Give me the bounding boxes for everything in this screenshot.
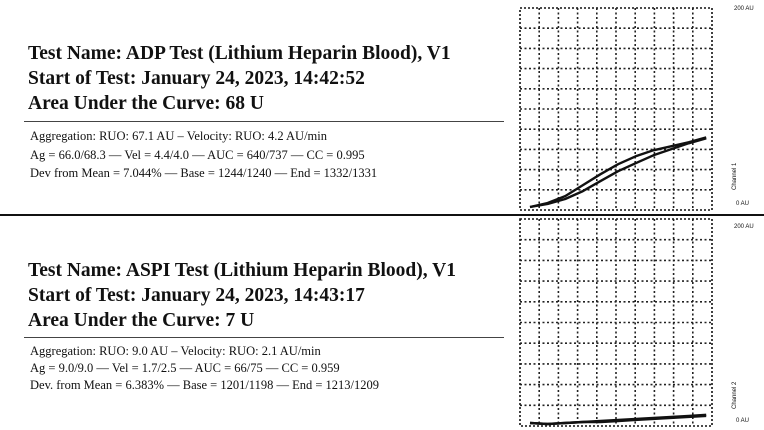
start-label: Start of Test: — [28, 285, 137, 306]
auc-label: Area Under the Curve: — [28, 93, 221, 114]
test-name-value: ASPI Test (Lithium Heparin Blood), V1 — [125, 260, 456, 281]
series-line-trace-b — [529, 137, 707, 209]
test-name-line: Test Name: ASPI Test (Lithium Heparin Bl… — [28, 259, 456, 283]
auc-line: Area Under the Curve: 68 U — [28, 92, 264, 116]
y-bottom-label: 0 AU — [736, 201, 750, 207]
aspi-test-section: Test Name: ASPI Test (Lithium Heparin Bl… — [0, 217, 764, 430]
series-line-trace-b — [529, 414, 707, 426]
start-value: January 24, 2023, 14:43:17 — [141, 285, 365, 306]
detail-rule — [24, 121, 504, 122]
auc-label: Area Under the Curve: — [28, 310, 221, 331]
y-top-label: 200 AU — [734, 6, 754, 12]
auc-value: 68 U — [225, 93, 264, 114]
aggregation-line: Aggregation: RUO: 9.0 AU – Velocity: RUO… — [30, 344, 321, 358]
aggregation-plot-channel-2 — [518, 217, 714, 428]
start-label: Start of Test: — [28, 68, 137, 89]
auc-line: Area Under the Curve: 7 U — [28, 309, 254, 333]
channel-label: Channel 2 — [732, 381, 738, 409]
y-bottom-label: 0 AU — [736, 418, 750, 424]
channel-label: Channel 1 — [732, 162, 738, 190]
start-of-test-line: Start of Test: January 24, 2023, 14:43:1… — [28, 284, 365, 308]
ag-vel-auc-line: Ag = 66.0/68.3 — Vel = 4.4/4.0 — AUC = 6… — [30, 148, 365, 162]
start-of-test-line: Start of Test: January 24, 2023, 14:42:5… — [28, 67, 365, 91]
test-name-label: Test Name: — [28, 43, 123, 64]
adp-test-section: Test Name: ADP Test (Lithium Heparin Blo… — [24, 6, 754, 212]
y-top-label: 200 AU — [734, 224, 754, 230]
test-name-line: Test Name: ADP Test (Lithium Heparin Blo… — [28, 42, 451, 66]
detail-rule — [24, 337, 504, 338]
test-name-value: ADP Test (Lithium Heparin Blood), V1 — [125, 43, 451, 64]
series-line-trace-a — [529, 136, 707, 209]
auc-value: 7 U — [225, 310, 255, 331]
aggregation-line: Aggregation: RUO: 67.1 AU – Velocity: RU… — [30, 129, 327, 143]
dev-base-end-line: Dev from Mean = 7.044% — Base = 1244/124… — [30, 166, 378, 180]
dev-base-end-line: Dev. from Mean = 6.383% — Base = 1201/11… — [30, 378, 379, 392]
aggregation-plot-channel-1 — [518, 6, 714, 212]
section-divider — [0, 214, 764, 216]
plot-svg — [519, 7, 713, 211]
start-value: January 24, 2023, 14:42:52 — [141, 68, 365, 89]
ag-vel-auc-line: Ag = 9.0/9.0 — Vel = 1.7/2.5 — AUC = 66/… — [30, 361, 340, 375]
test-name-label: Test Name: — [28, 260, 123, 281]
plot-svg — [519, 218, 713, 427]
